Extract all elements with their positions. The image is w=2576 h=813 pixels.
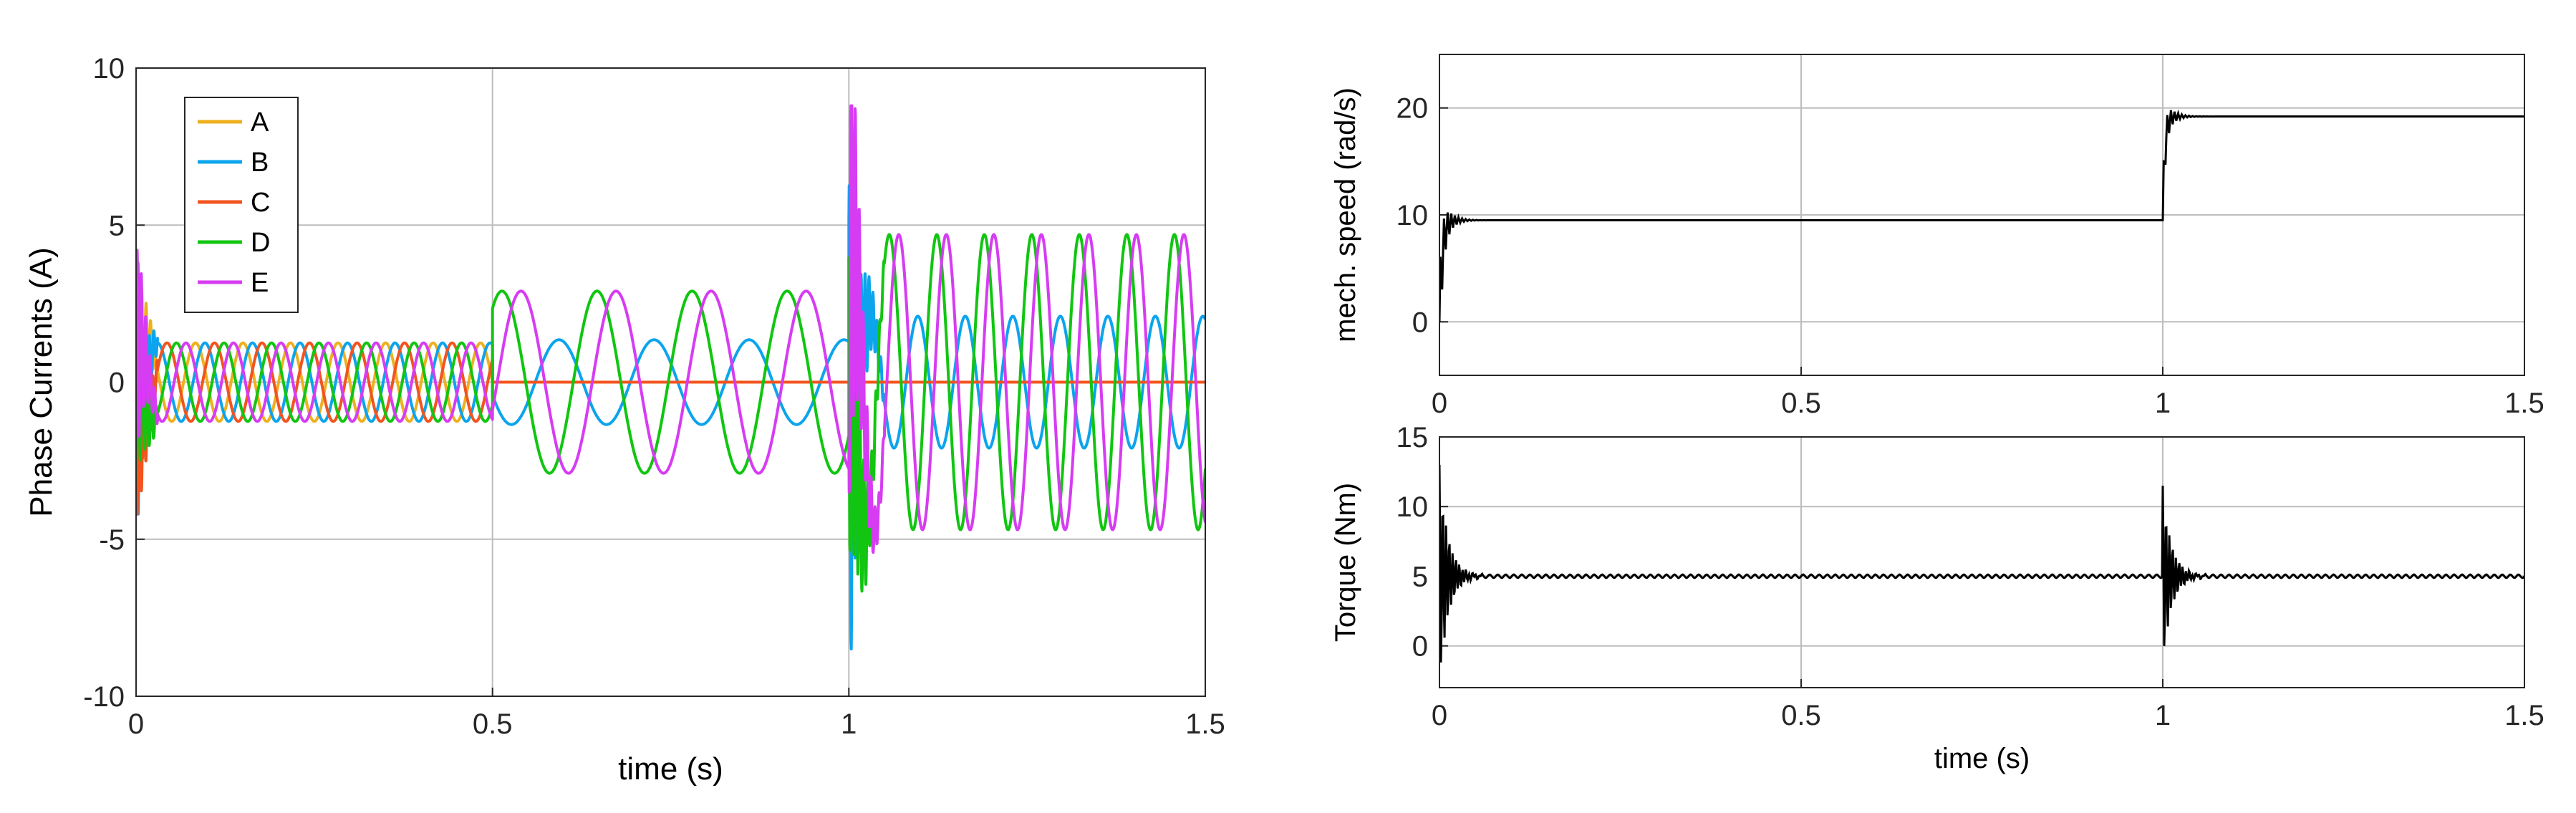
y-axis-label: Torque (Nm) bbox=[1330, 483, 1361, 642]
series-line-D bbox=[136, 145, 1205, 593]
legend-label-D: D bbox=[251, 228, 270, 258]
y-tick-label: 0 bbox=[1412, 307, 1428, 338]
y-tick-label: 10 bbox=[1396, 491, 1429, 523]
series-group bbox=[1439, 464, 2524, 663]
legend-label-C: C bbox=[251, 188, 270, 218]
series-line-torque bbox=[1439, 464, 2524, 663]
series-group bbox=[1439, 109, 2524, 322]
x-tick-label: 1 bbox=[2155, 700, 2171, 731]
y-axis-label: Phase Currents (A) bbox=[24, 247, 59, 517]
x-tick-label: 0.5 bbox=[473, 708, 513, 740]
series-line-E bbox=[136, 104, 1205, 554]
y-tick-label: 0 bbox=[109, 367, 125, 399]
x-tick-label: 1 bbox=[841, 708, 857, 740]
plot-area bbox=[1439, 437, 2524, 688]
x-tick-label: 1.5 bbox=[2504, 388, 2544, 419]
y-tick-label: -10 bbox=[83, 681, 125, 713]
legend-label-A: A bbox=[251, 107, 269, 138]
legend-label-E: E bbox=[251, 268, 269, 298]
y-tick-label: 0 bbox=[1412, 631, 1428, 663]
axes-frame bbox=[1439, 436, 2525, 688]
phase-currents-axes: 0 0.5 1 1.5 -10 -5 0 5 10 time (s) Phase Currents … bbox=[24, 53, 1225, 786]
y-tick-label: 20 bbox=[1396, 93, 1429, 125]
x-axis-label: time (s) bbox=[1934, 743, 2030, 774]
y-tick-label: 15 bbox=[1396, 422, 1429, 453]
x-axis-label: time (s) bbox=[618, 751, 723, 786]
series-line-speed bbox=[1439, 109, 2524, 322]
x-tick-label: 0 bbox=[1432, 388, 1447, 419]
x-tick-label: 1 bbox=[2155, 388, 2171, 419]
y-tick-label: 5 bbox=[1412, 561, 1428, 592]
x-tick-label: 0 bbox=[128, 708, 144, 740]
x-tick-label: 0.5 bbox=[1781, 388, 1821, 419]
y-tick-label: 5 bbox=[109, 210, 125, 241]
axes-frame bbox=[135, 67, 1206, 697]
y-tick-label: -5 bbox=[99, 524, 125, 556]
torque-axes: 0 0.5 1 1.5 0 5 10 15 time (s) Torque (Nm) bbox=[1330, 422, 2544, 774]
series-group bbox=[136, 104, 1205, 650]
legend-box bbox=[184, 97, 299, 313]
y-tick-label: 10 bbox=[93, 53, 125, 85]
mech-speed-axes: 0 0.5 1 1.5 0 10 20 mech. speed (rad/s) bbox=[1330, 54, 2544, 419]
x-tick-label: 0 bbox=[1432, 700, 1447, 731]
axes-frame bbox=[1439, 54, 2525, 376]
x-tick-label: 0.5 bbox=[1781, 700, 1821, 731]
x-tick-label: 1.5 bbox=[1185, 708, 1225, 740]
legend-label-B: B bbox=[251, 148, 269, 178]
x-tick-label: 1.5 bbox=[2504, 700, 2544, 731]
y-axis-label: mech. speed (rad/s) bbox=[1330, 87, 1361, 342]
y-tick-label: 10 bbox=[1396, 200, 1429, 231]
